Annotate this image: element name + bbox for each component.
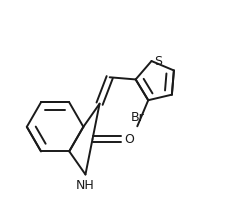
Text: O: O [124, 132, 133, 146]
Text: Br: Br [130, 111, 143, 124]
Text: NH: NH [76, 179, 94, 192]
Text: S: S [153, 54, 161, 68]
